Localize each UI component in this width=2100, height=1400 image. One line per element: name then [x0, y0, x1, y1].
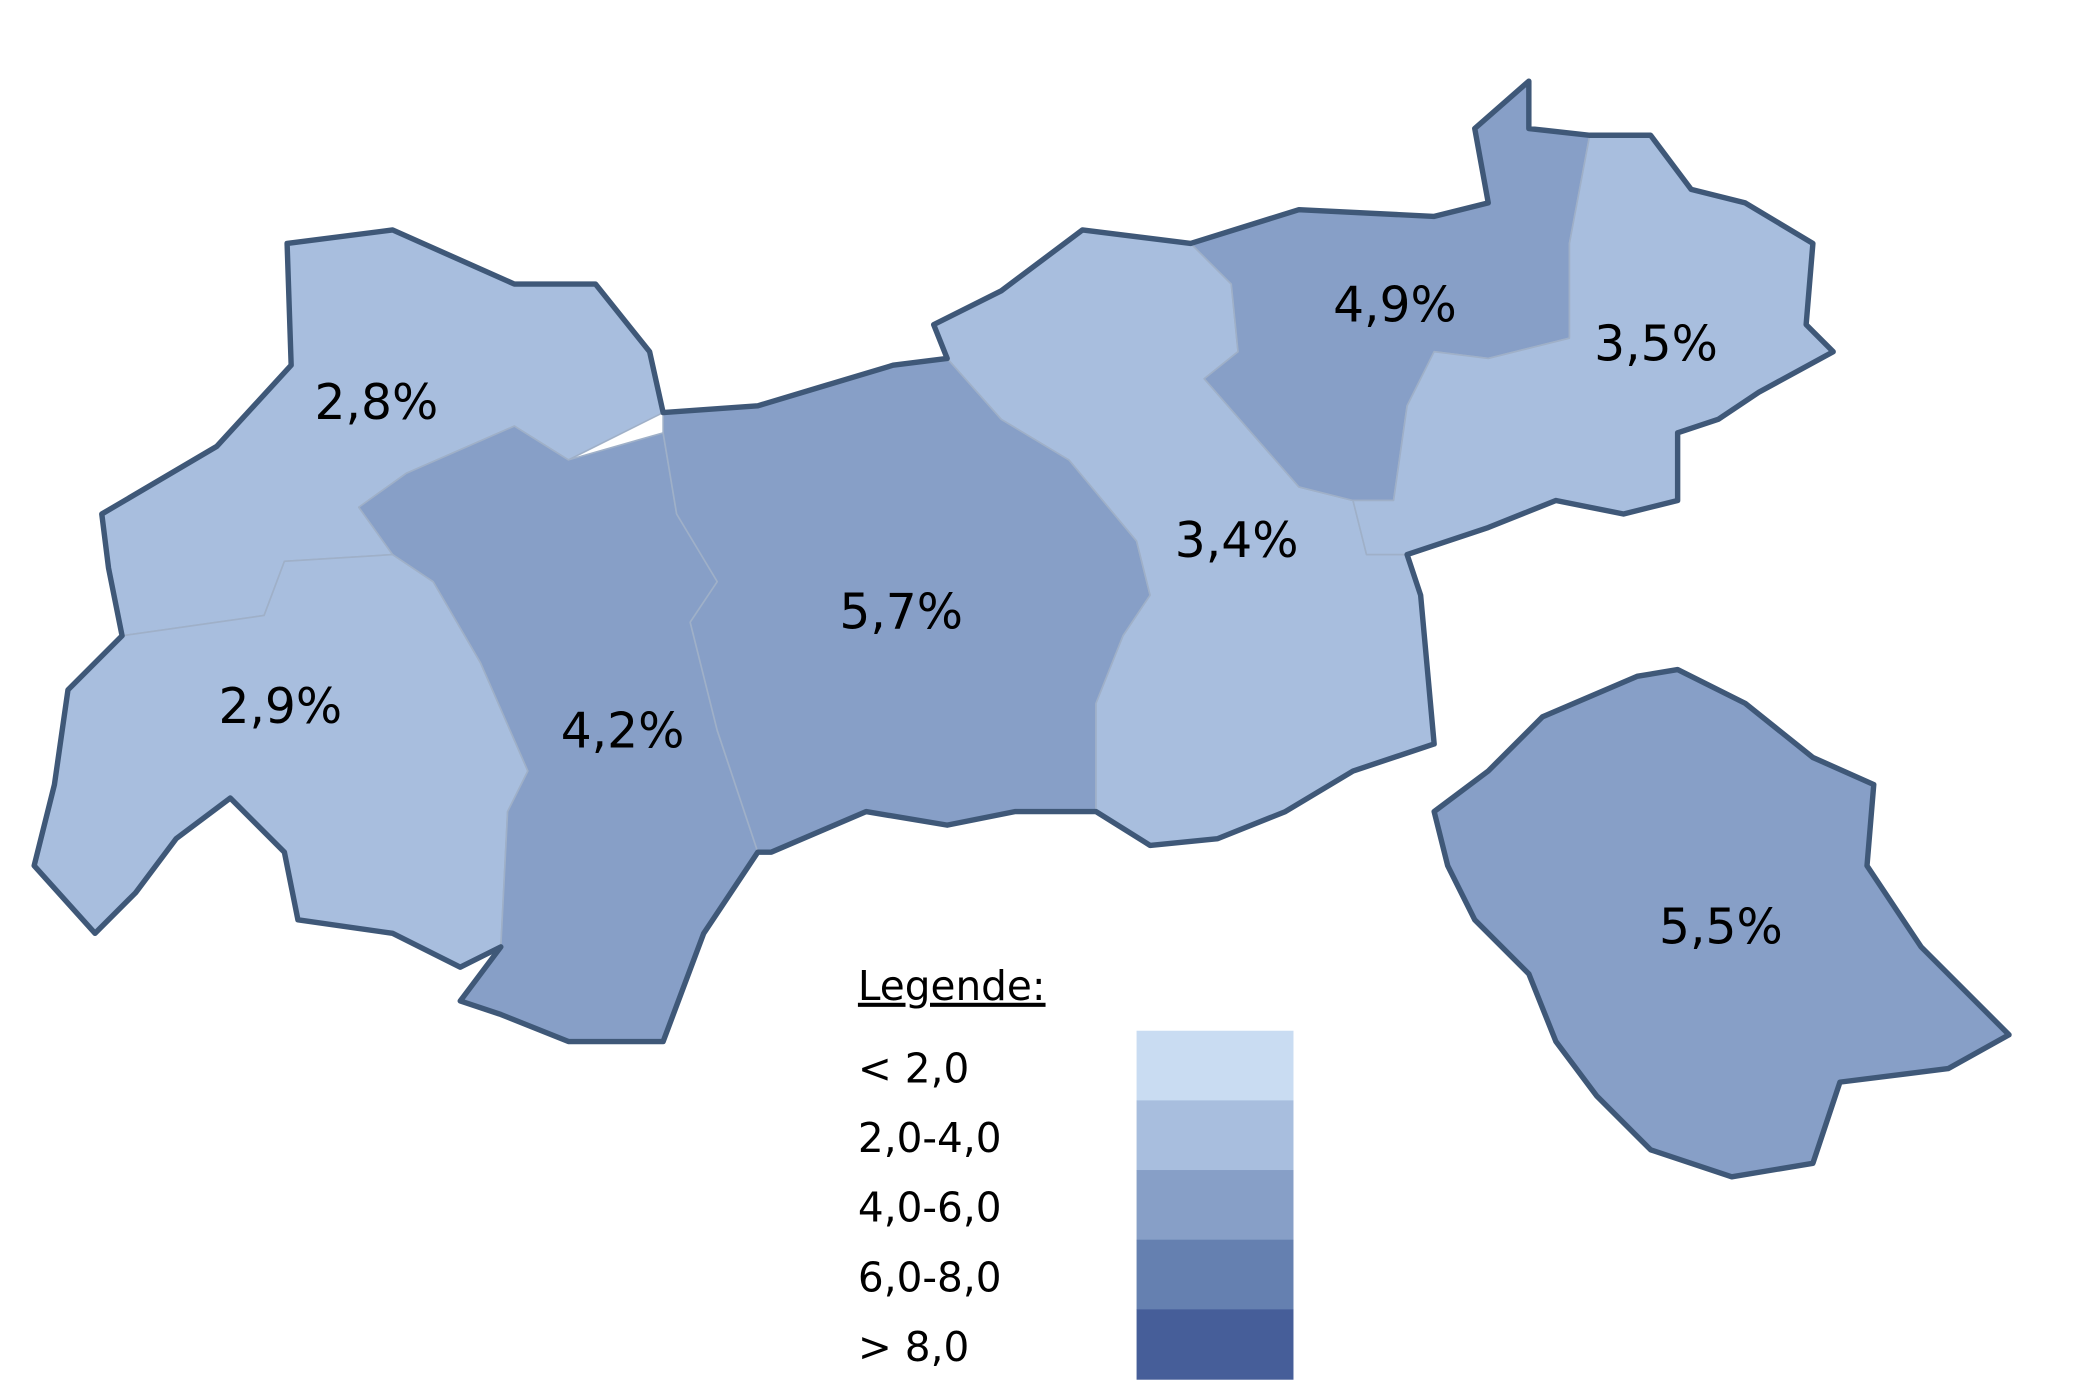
legend-title: Legende: — [858, 962, 1046, 1010]
legend-swatch — [1136, 1309, 1294, 1380]
regions — [33, 80, 2010, 1178]
state-border — [31, 78, 1836, 1045]
legend-swatch — [1136, 1239, 1294, 1311]
legend: < 2,0 2,0-4,0 4,0-6,0 6,0-8,0 > 8,0 — [858, 1030, 1294, 1380]
legend-label: < 2,0 — [858, 1044, 969, 1092]
region-label: 5,5% — [1659, 900, 1783, 956]
legend-label: 2,0-4,0 — [858, 1114, 1002, 1162]
legend-label: > 8,0 — [858, 1323, 969, 1371]
legend-label: 4,0-6,0 — [858, 1184, 1002, 1232]
legend-label: 6,0-8,0 — [858, 1253, 1002, 1301]
east-tyrol-border — [1431, 666, 2012, 1180]
legend-swatch — [1136, 1100, 1294, 1171]
region-label: 5,7% — [839, 584, 963, 640]
region-label: 3,5% — [1594, 317, 1718, 373]
region-label: 2,8% — [315, 375, 439, 431]
region-label: 2,9% — [218, 679, 342, 735]
region-label: 3,4% — [1175, 513, 1299, 569]
legend-swatch — [1136, 1170, 1294, 1241]
region-label: 4,9% — [1333, 277, 1457, 333]
legend-swatch — [1136, 1030, 1294, 1102]
region-label: 4,2% — [561, 703, 685, 759]
